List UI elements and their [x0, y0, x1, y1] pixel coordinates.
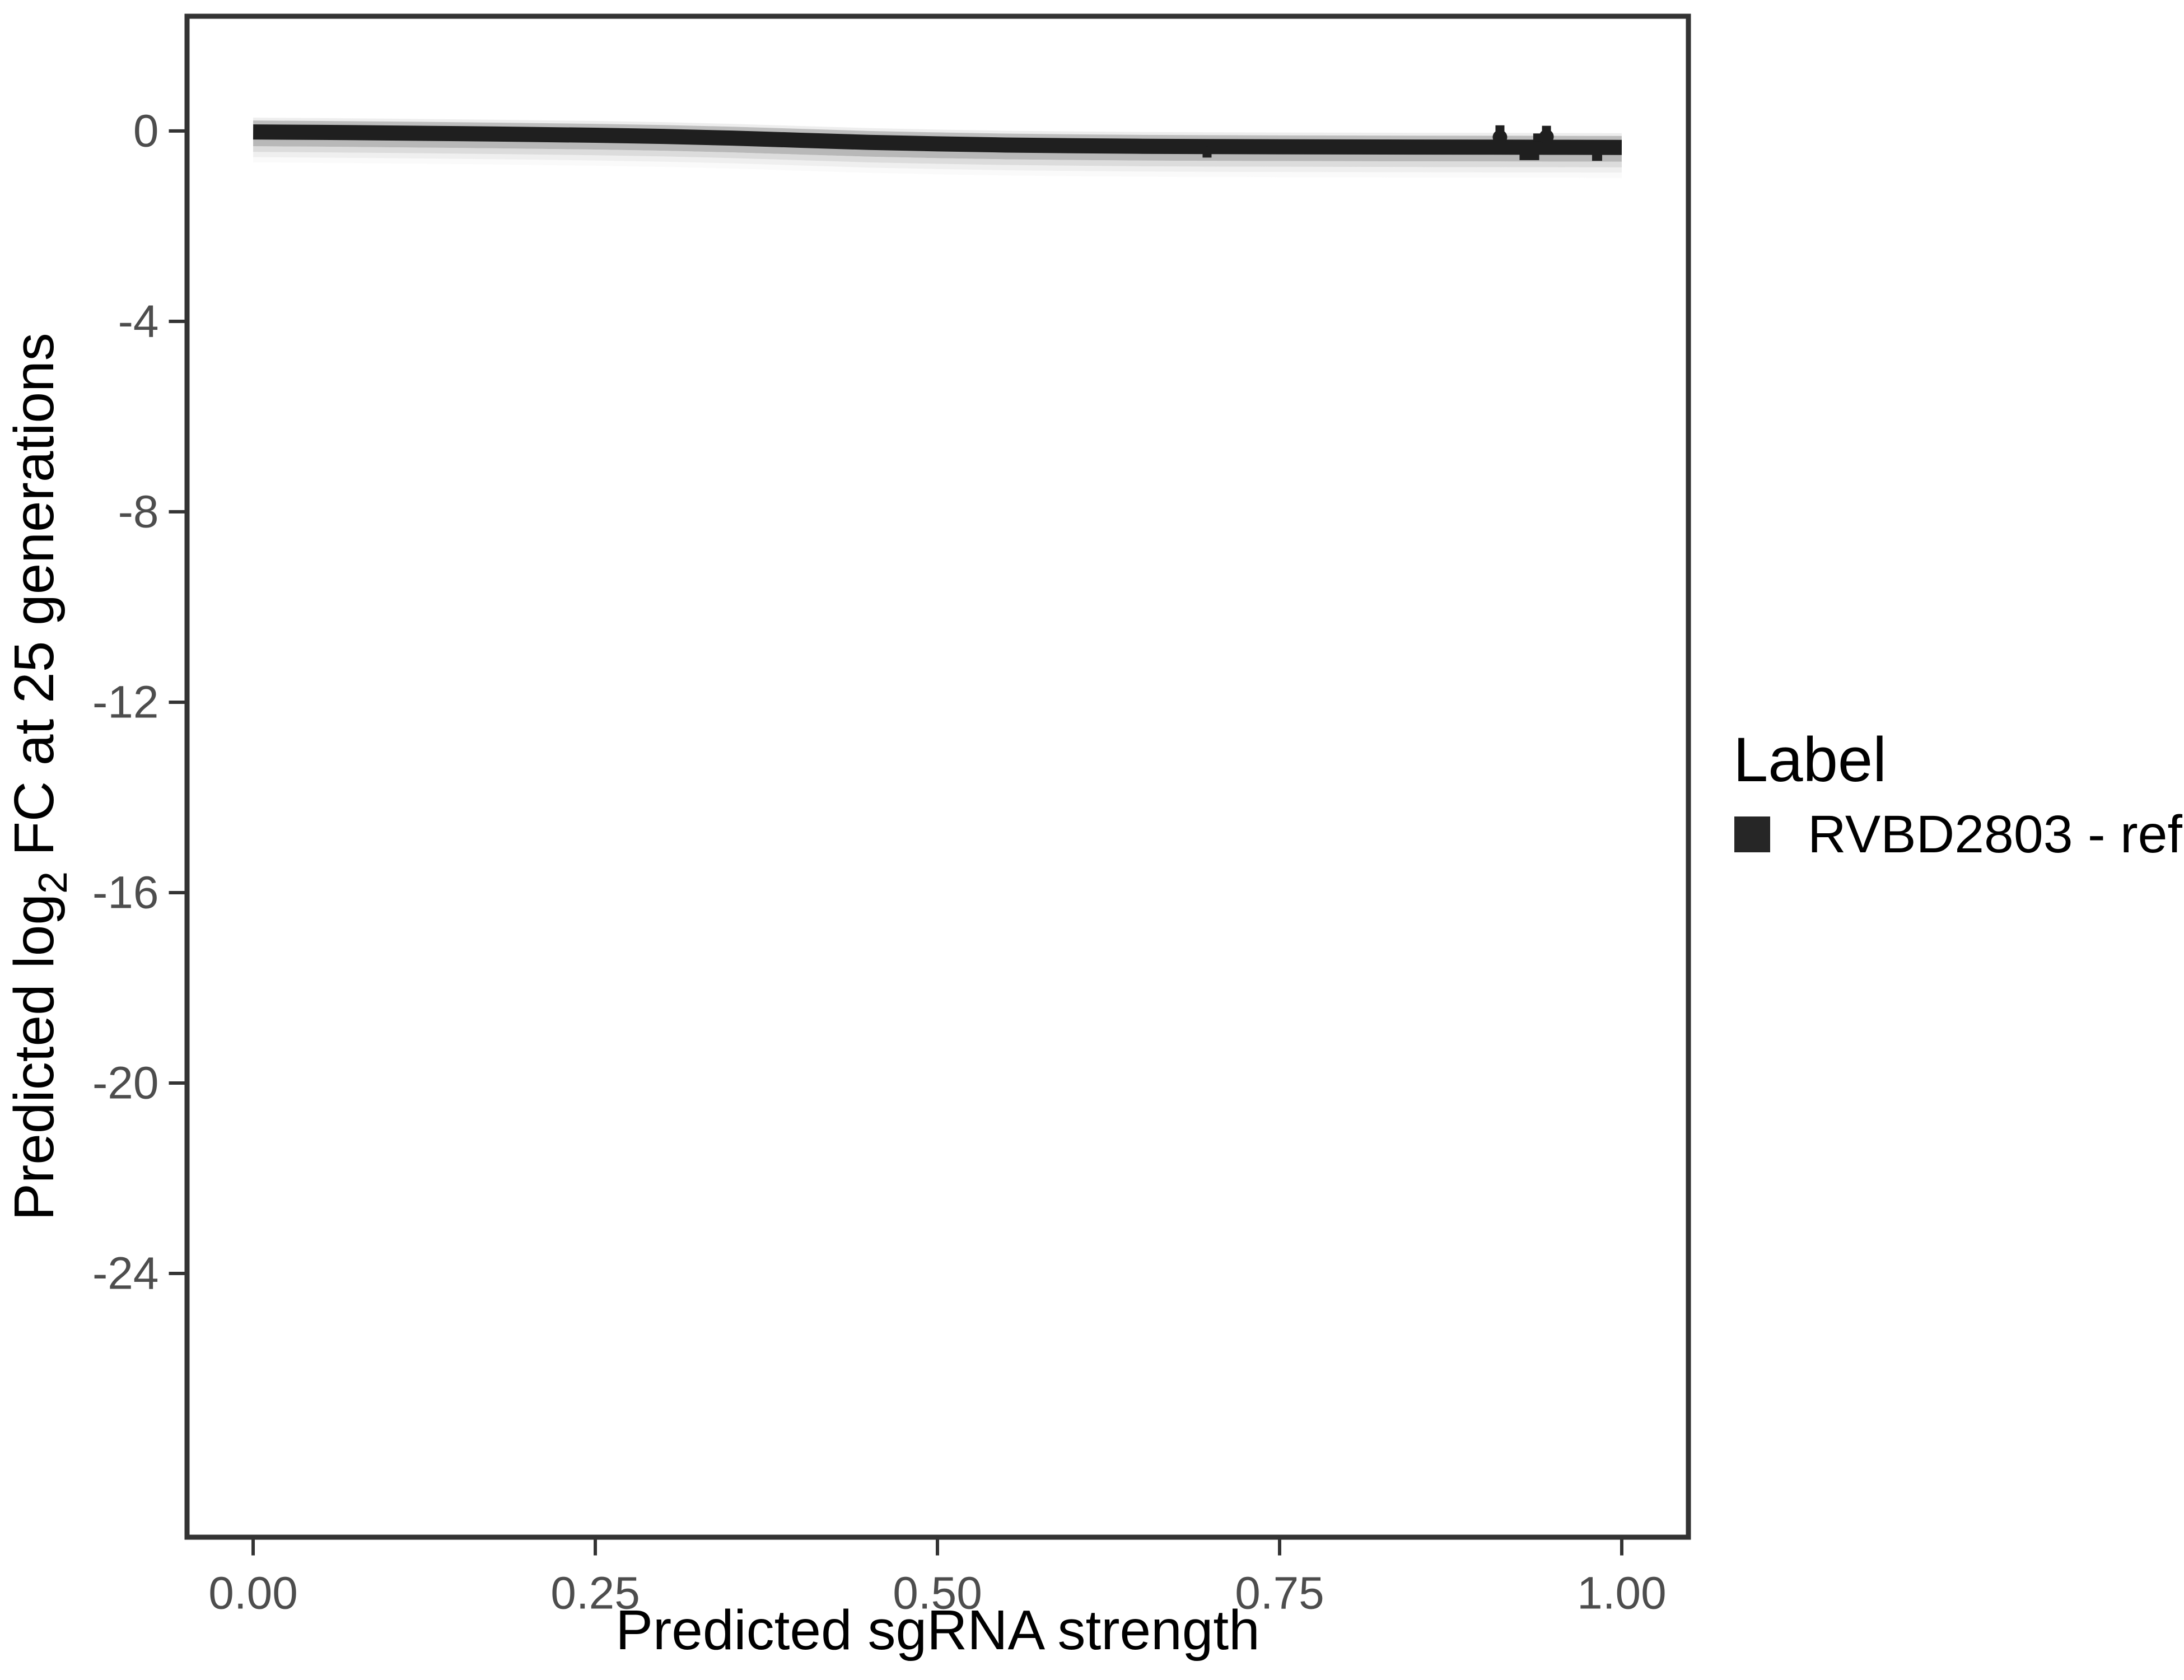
confidence-ribbon-band: [253, 118, 1622, 136]
y-tick-label: -20: [92, 1058, 159, 1109]
error-bar-cap: [1495, 125, 1505, 132]
x-axis-title: Predicted sgRNA strength: [615, 1599, 1260, 1662]
y-axis-title-prefix: Predicted log: [3, 894, 66, 1221]
y-axis-title-suffix: FC at 25 generations: [3, 333, 66, 871]
legend-title: Label: [1733, 725, 1887, 795]
x-tick-label: 0.50: [893, 1568, 982, 1619]
y-tick-label: -16: [92, 867, 159, 918]
y-tick-label: -8: [118, 486, 159, 537]
y-tick-label: 0: [133, 105, 159, 156]
y-tick-label: -12: [92, 676, 159, 727]
y-axis-title: Predicted log2 FC at 25 generations: [3, 333, 76, 1220]
data-point: [1539, 129, 1554, 144]
error-bar-cap: [1542, 125, 1551, 132]
y-tick-label: -4: [118, 296, 159, 347]
x-tick-label: 0.75: [1235, 1568, 1324, 1619]
confidence-ribbon-band: [253, 157, 1622, 178]
error-bar-cap: [1529, 152, 1539, 160]
legend: Label RVBD2803 - ref: [1733, 725, 2182, 864]
plot-panel-border: [184, 13, 1691, 1540]
confidence-ribbon-band: [253, 120, 1622, 141]
confidence-ribbon-band: [253, 146, 1622, 167]
error-bar-cap: [1202, 152, 1212, 158]
error-bar-cap: [1592, 153, 1602, 161]
x-tick-label: 0.00: [208, 1568, 298, 1619]
y-tick-label: -24: [92, 1248, 159, 1299]
legend-entry-label: RVBD2803 - ref: [1808, 805, 2182, 864]
error-bar-cap: [1519, 152, 1530, 160]
confidence-ribbon-band: [253, 152, 1622, 173]
data-point: [1492, 129, 1508, 144]
smooth-line: [253, 124, 1622, 155]
y-axis-title-subscript: 2: [31, 871, 76, 894]
legend-key-square: [1734, 816, 1770, 852]
x-tick-label: 1.00: [1577, 1568, 1667, 1619]
x-tick-label: 0.25: [550, 1568, 640, 1619]
confidence-ribbon-band: [253, 139, 1622, 162]
